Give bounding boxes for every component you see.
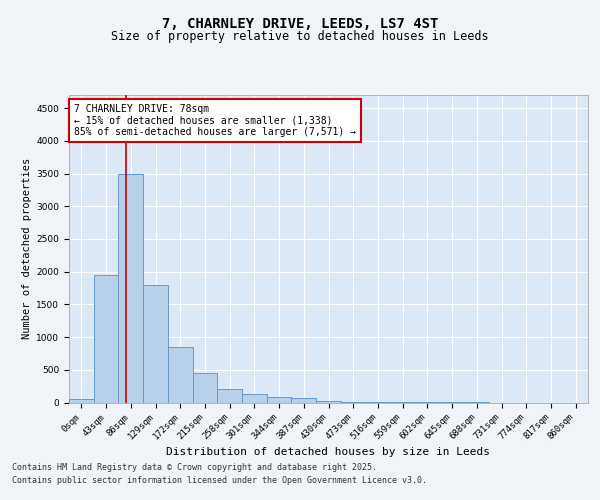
Bar bbox=[118, 174, 143, 402]
Bar bbox=[69, 399, 94, 402]
Bar bbox=[94, 275, 118, 402]
Bar bbox=[143, 284, 168, 403]
Text: 7, CHARNLEY DRIVE, LEEDS, LS7 4ST: 7, CHARNLEY DRIVE, LEEDS, LS7 4ST bbox=[162, 18, 438, 32]
Text: 7 CHARNLEY DRIVE: 78sqm
← 15% of detached houses are smaller (1,338)
85% of semi: 7 CHARNLEY DRIVE: 78sqm ← 15% of detache… bbox=[74, 104, 356, 138]
Text: Contains HM Land Registry data © Crown copyright and database right 2025.: Contains HM Land Registry data © Crown c… bbox=[12, 464, 377, 472]
Bar bbox=[168, 347, 193, 403]
Bar bbox=[193, 373, 217, 402]
Text: Contains public sector information licensed under the Open Government Licence v3: Contains public sector information licen… bbox=[12, 476, 427, 485]
X-axis label: Distribution of detached houses by size in Leeds: Distribution of detached houses by size … bbox=[167, 447, 491, 457]
Bar bbox=[242, 394, 267, 402]
Bar bbox=[267, 396, 292, 402]
Text: Size of property relative to detached houses in Leeds: Size of property relative to detached ho… bbox=[111, 30, 489, 43]
Bar bbox=[217, 390, 242, 402]
Bar bbox=[292, 398, 316, 402]
Y-axis label: Number of detached properties: Number of detached properties bbox=[22, 158, 32, 340]
Bar bbox=[316, 401, 341, 402]
